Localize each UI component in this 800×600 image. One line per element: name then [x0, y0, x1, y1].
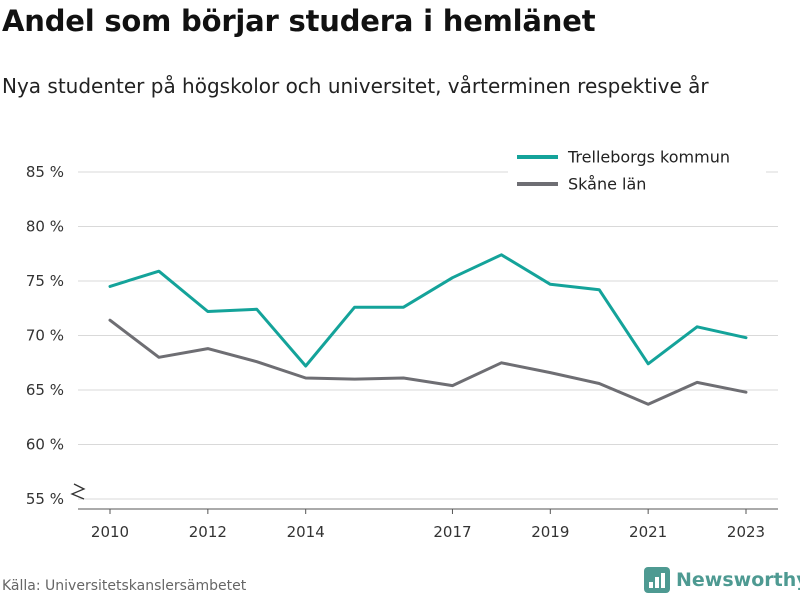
bar-chart-logo-icon: [644, 567, 670, 593]
y-tick-label: 75 %: [26, 272, 64, 290]
series-line-skane: [108, 318, 748, 406]
y-tick-label: 70 %: [26, 327, 64, 345]
y-axis-ticks: 55 % 60 % 65 % 70 % 75 % 80 % 85 %: [26, 163, 86, 508]
series-line-trelleborg: [108, 253, 748, 368]
newsworthy-logo: Newsworthy: [644, 567, 800, 593]
x-tick-label: 2023: [727, 523, 765, 541]
x-tick-label: 2010: [91, 523, 129, 541]
legend-label: Trelleborgs kommun: [567, 148, 730, 167]
y-tick-label: 85 %: [26, 163, 64, 181]
gridlines: [78, 171, 778, 500]
brand-name: Newsworthy: [676, 569, 800, 591]
y-tick-label: 80 %: [26, 218, 64, 236]
y-tick-label: 60 %: [26, 436, 64, 454]
x-tick-label: 2019: [531, 523, 569, 541]
legend: Trelleborgs kommun Skåne län: [508, 140, 766, 200]
series-lines: [108, 253, 748, 406]
x-tick-label: 2017: [433, 523, 471, 541]
x-tick-label: 2012: [189, 523, 227, 541]
y-tick-label: 65 %: [26, 381, 64, 399]
axis-break-icon: [70, 483, 86, 500]
legend-label: Skåne län: [568, 175, 646, 194]
x-tick-label: 2021: [629, 523, 667, 541]
y-tick-label: 55 %: [26, 490, 64, 508]
chart-title: Andel som börjar studera i hemlänet: [2, 4, 596, 38]
x-tick-label: 2014: [287, 523, 325, 541]
x-axis: 2010 2012 2014 2017 2019 2021 2023: [78, 508, 778, 541]
chart-subtitle: Nya studenter på högskolor och universit…: [2, 74, 709, 98]
source-note: Källa: Universitetskanslersämbetet: [2, 578, 247, 594]
